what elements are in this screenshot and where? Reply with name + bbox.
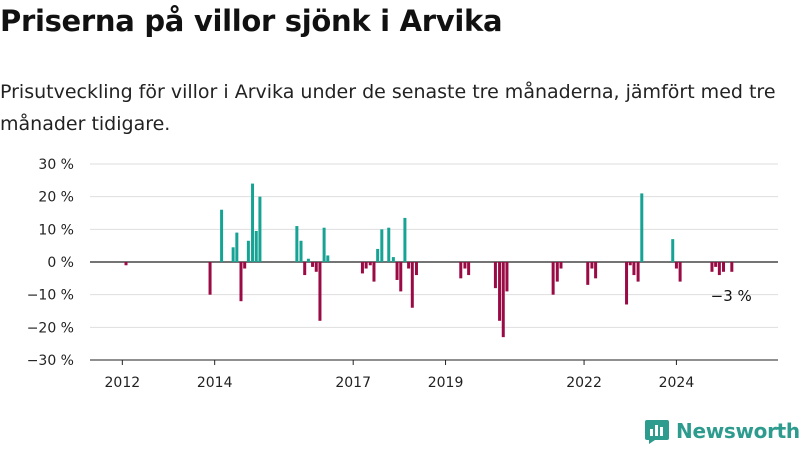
bar — [208, 262, 212, 295]
bar — [376, 248, 380, 262]
bar — [303, 262, 307, 276]
latest-value-annotation: −3 % — [711, 287, 752, 305]
bar — [559, 262, 563, 269]
newsworthy-logo-text: Newsworthy — [676, 419, 800, 443]
bar — [722, 262, 726, 272]
bar — [318, 262, 322, 321]
bars — [124, 183, 734, 338]
bar — [501, 262, 505, 338]
chart-subtitle: Prisutveckling för villor i Arvika under… — [0, 81, 776, 135]
bar — [246, 240, 250, 262]
bar — [505, 262, 509, 292]
x-tick-label: 2019 — [428, 375, 464, 391]
bar — [311, 262, 315, 267]
bar — [387, 227, 391, 262]
bar — [251, 183, 255, 262]
bar — [220, 209, 224, 262]
bar — [463, 262, 467, 269]
bar — [714, 262, 718, 267]
bar — [730, 262, 734, 272]
x-tick-label: 2014 — [197, 375, 233, 391]
bar — [628, 262, 632, 266]
bar — [399, 262, 403, 292]
bar — [410, 262, 414, 308]
bar — [555, 262, 559, 282]
y-tick-label: −10 % — [27, 288, 74, 304]
bar — [235, 232, 239, 262]
bar — [640, 193, 644, 262]
bar — [403, 217, 407, 262]
x-tick-label: 2012 — [105, 375, 141, 391]
bar — [364, 262, 368, 269]
bar — [360, 262, 364, 274]
bar — [678, 262, 682, 282]
newsworthy-logo-icon — [645, 420, 669, 444]
bar — [590, 262, 594, 269]
bar — [295, 226, 299, 262]
bar — [586, 262, 590, 285]
bar — [258, 196, 262, 262]
x-tick-label: 2022 — [566, 375, 602, 391]
bar — [314, 262, 318, 272]
y-tick-label: 30 % — [38, 157, 74, 173]
bar — [407, 262, 411, 269]
bar — [459, 262, 463, 279]
y-tick-label: 10 % — [38, 222, 74, 238]
bar — [594, 262, 598, 279]
bar — [414, 262, 418, 276]
bar — [306, 258, 310, 262]
bar — [239, 262, 243, 302]
y-tick-label: 20 % — [38, 190, 74, 206]
bar — [254, 230, 258, 262]
bar — [380, 229, 384, 262]
bar — [625, 262, 629, 305]
bar — [322, 227, 326, 262]
bar — [717, 262, 721, 276]
bar — [243, 262, 247, 269]
chart-title: Priserna på villor sjönk i Arvika — [0, 4, 503, 38]
bar — [391, 257, 395, 262]
bar — [299, 240, 303, 262]
bar — [395, 262, 399, 280]
bar-chart: 30 %20 %10 %0 %−10 %−20 %−30 % 2012 2014 2… — [27, 157, 778, 391]
y-tick-label: −30 % — [27, 353, 74, 369]
bar — [326, 255, 330, 262]
bar — [671, 239, 675, 262]
bar — [498, 262, 502, 321]
bar — [372, 262, 376, 282]
newsworthy-logo: Newsworthy — [644, 418, 800, 444]
bar — [551, 262, 555, 295]
y-tick-label: −20 % — [27, 320, 74, 336]
x-axis: 2012 2014 2017 2019 2022 2024 — [90, 359, 778, 391]
y-axis-labels: 30 % 20 % 10 % 0 % −10 % −20 % −30 % — [27, 157, 74, 369]
x-tick-label: 2017 — [335, 375, 371, 391]
bar — [467, 262, 471, 276]
bar — [124, 262, 128, 266]
bar — [710, 262, 714, 272]
bar — [636, 262, 640, 282]
x-tick-label: 2024 — [659, 375, 695, 391]
bar — [674, 262, 678, 269]
y-tick-label: 0 % — [47, 255, 74, 271]
bar — [368, 262, 372, 266]
gridlines — [90, 163, 778, 361]
bar — [632, 262, 636, 276]
bar — [493, 262, 497, 289]
bar — [231, 247, 235, 262]
